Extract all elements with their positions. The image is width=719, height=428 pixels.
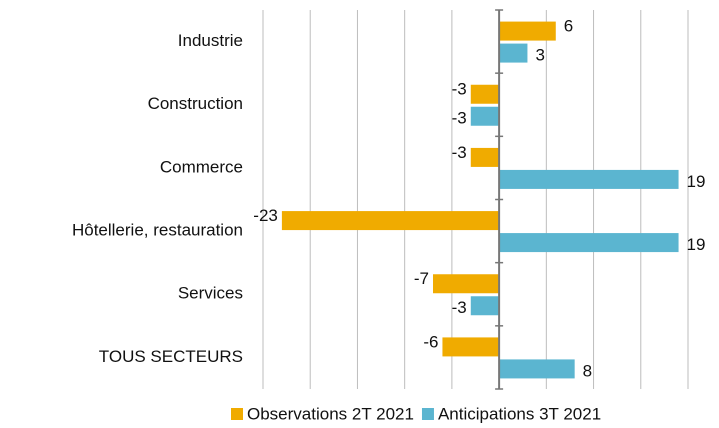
value-label: -3 [452,298,467,317]
bar [499,233,679,253]
bar [281,211,500,231]
value-label: -23 [253,206,278,225]
bar [470,106,500,126]
value-label: 3 [535,46,544,65]
value-label: 19 [687,235,706,254]
legend-swatch [231,408,243,420]
bar [470,84,500,104]
category-label: Hôtellerie, restauration [72,221,243,240]
bar [470,296,500,316]
value-label: 19 [687,172,706,191]
legend-label: Anticipations 3T 2021 [438,404,601,423]
bar [499,359,575,379]
bar [433,274,500,294]
legend-swatch [421,408,434,420]
category-label: Services [178,284,243,303]
value-label: -3 [452,143,467,162]
category-label: Construction [148,94,243,113]
bar [442,337,500,357]
category-label: TOUS SECTEURS [99,347,243,366]
bar [499,21,556,41]
value-label: 6 [564,17,573,36]
category-label: Industrie [178,31,243,50]
bar [499,169,679,189]
bar [499,43,528,63]
value-label: -7 [414,269,429,288]
legend-label: Observations 2T 2021 [247,404,414,423]
bar [470,147,500,167]
value-label: -3 [452,80,467,99]
value-label: -6 [423,332,438,351]
value-label: 8 [583,361,592,380]
value-label: -3 [452,109,467,128]
category-label: Commerce [160,157,243,176]
